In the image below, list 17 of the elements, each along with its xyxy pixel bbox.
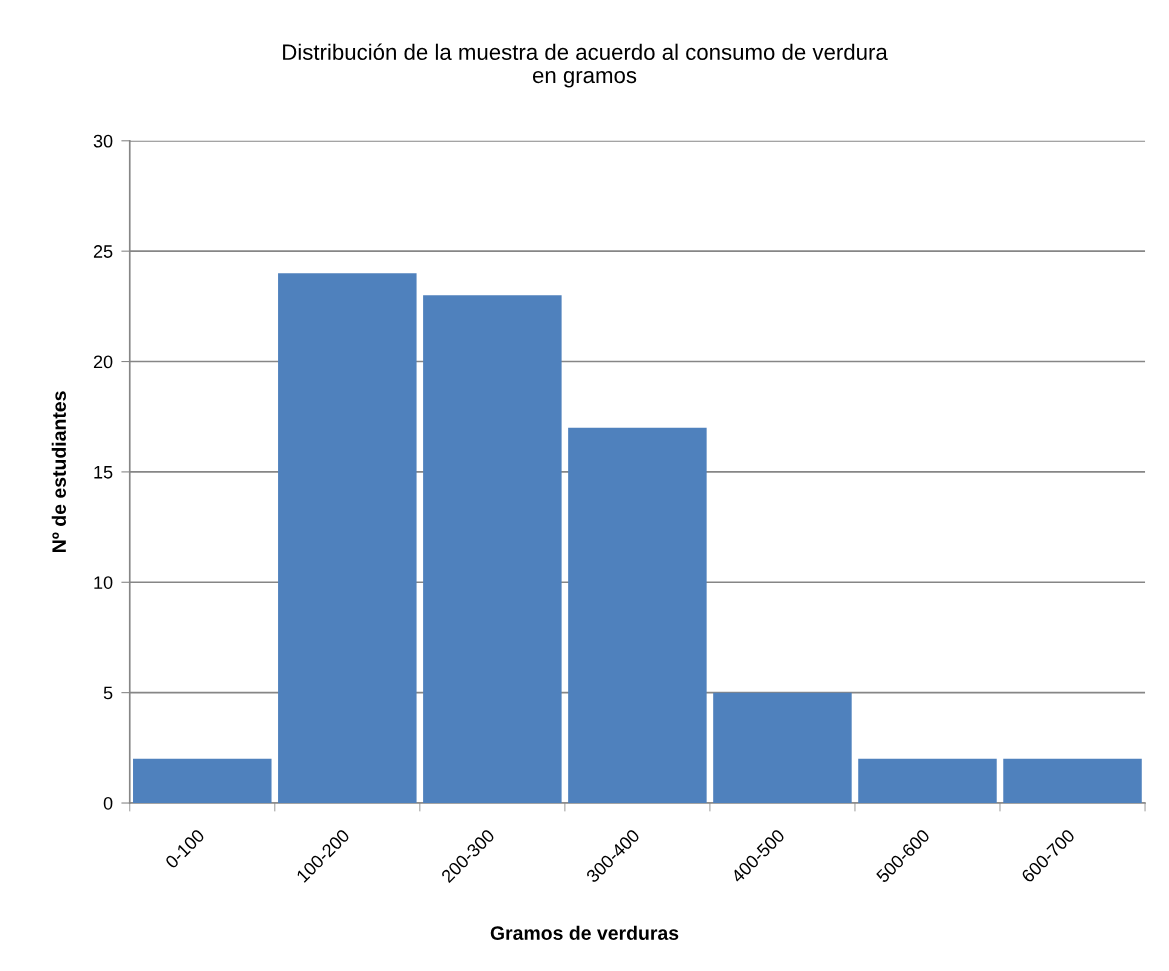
bar bbox=[1003, 758, 1142, 804]
bar bbox=[858, 758, 997, 804]
bar bbox=[133, 758, 272, 804]
y-tick-label: 0 bbox=[103, 796, 113, 810]
y-tick-label: 15 bbox=[94, 466, 113, 479]
y-tick-label: 10 bbox=[94, 576, 113, 589]
bar bbox=[423, 295, 562, 804]
y-tick-label: 30 bbox=[93, 134, 113, 148]
x-axis-title: Gramos de verduras bbox=[490, 925, 679, 940]
y-tick-label: 5 bbox=[103, 686, 113, 700]
bar bbox=[713, 692, 852, 804]
y-tick-label: 25 bbox=[93, 245, 113, 258]
bar bbox=[568, 427, 707, 804]
y-axis-title: Nº de estudiantes bbox=[51, 391, 67, 552]
y-tick-label: 20 bbox=[93, 355, 113, 369]
chart-title: Distribución de la muestra de acuerdo al consumo de verdura en gramos bbox=[283, 43, 888, 88]
bar bbox=[278, 273, 417, 804]
